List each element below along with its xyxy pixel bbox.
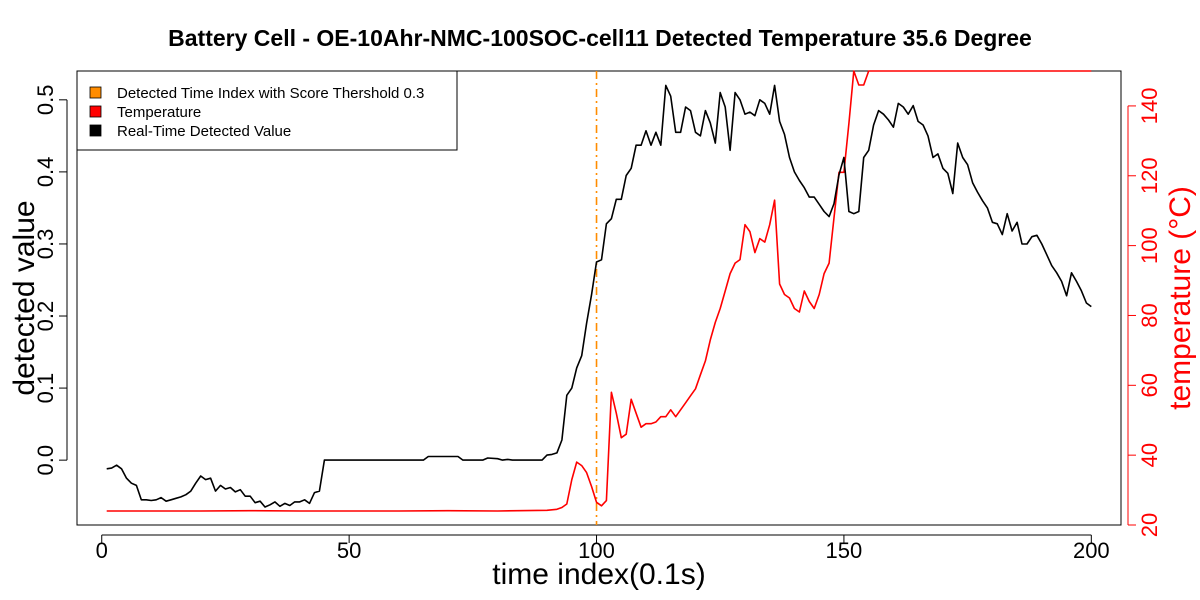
y2-tick-label: 140 [1137,88,1162,125]
chart-title: Battery Cell - OE-10Ahr-NMC-100SOC-cell1… [168,25,1032,51]
legend-label-temperature: Temperature [117,104,201,121]
x-tick-label: 200 [1073,538,1110,563]
series-line-temperature [106,70,1092,512]
x-tick-label: 50 [337,538,361,563]
y-tick-label: 0.3 [33,229,58,260]
y-tick-label: 0.5 [33,85,58,116]
x-tick-label: 100 [578,538,615,563]
y2-tick-label: 40 [1137,443,1162,467]
y-tick-label: 0.1 [33,373,58,404]
x-axis-title: time index(0.1s) [492,558,705,591]
series-line-real-time-detected-value [106,84,1092,508]
y-tick-label: 0.0 [33,445,58,476]
y2-tick-label: 20 [1137,513,1162,537]
y2-tick-label: 60 [1137,373,1162,397]
legend: Detected Time Index with Score Thershold… [76,70,458,151]
y-tick-label: 0.4 [33,157,58,188]
x-tick-label: 150 [826,538,863,563]
y2-tick-label: 100 [1137,227,1162,264]
plot-frame [76,70,1122,526]
x-tick-label: 0 [96,538,108,563]
legend-key-detected [89,124,102,137]
y2-tick-label: 120 [1137,157,1162,194]
legend-label-threshold: Detected Time Index with Score Thershold… [117,85,424,102]
y-axis-title: detected value [8,200,41,395]
legend-box [76,70,458,151]
y-axis: 0.0 0.1 0.2 0.3 0.4 0.5 [33,85,68,476]
y2-axis: 20 40 60 80 100 120 140 [1127,88,1162,537]
plot-area [106,70,1092,525]
legend-label-detected: Real-Time Detected Value [117,123,291,140]
x-axis: 0 50 100 150 200 [96,534,1110,563]
y-tick-label: 0.2 [33,301,58,332]
legend-key-temperature [89,105,102,118]
y2-axis-title: temperature (°C) [1164,186,1197,410]
y2-tick-label: 80 [1137,303,1162,327]
legend-key-threshold [89,86,102,99]
